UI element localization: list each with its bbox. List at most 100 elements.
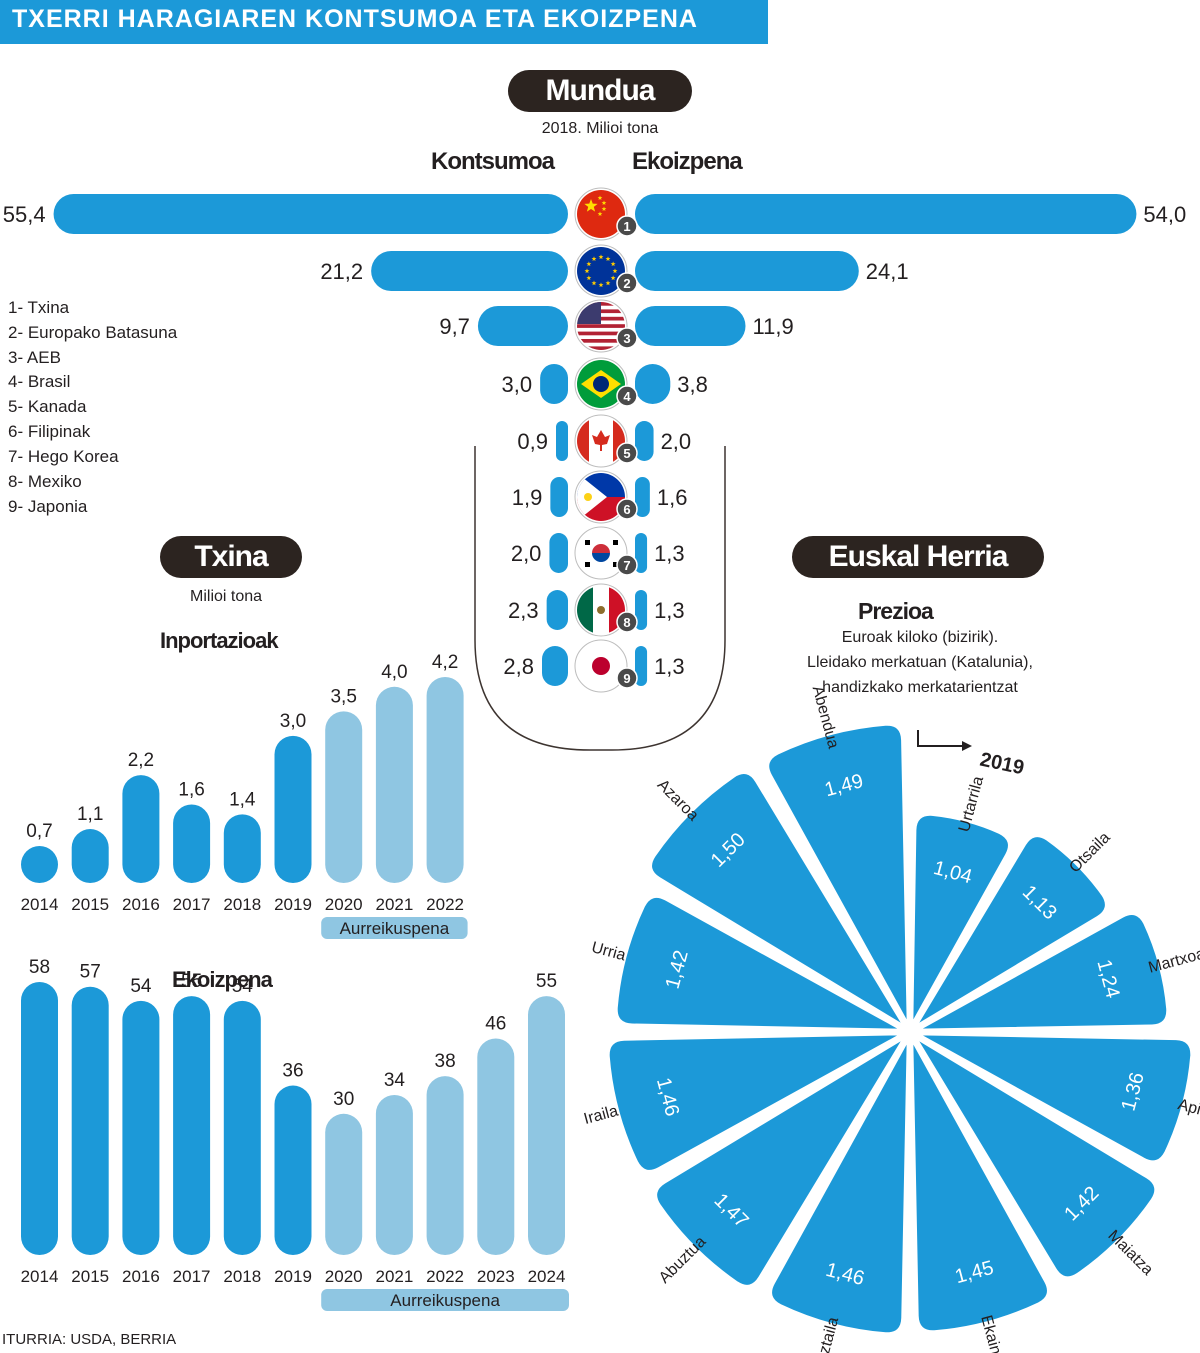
- consumption-value-label: 0,9: [517, 429, 548, 454]
- flag-star: [584, 268, 590, 274]
- month-label: Maiatza: [1104, 1227, 1156, 1279]
- production-bar: [122, 1000, 160, 1255]
- month-label: Urria: [590, 939, 628, 964]
- consumption-bar: [546, 590, 568, 630]
- legend-item: 5- Kanada: [8, 397, 87, 416]
- price-wedge: [608, 1033, 902, 1172]
- eu-flag-icon: 2: [574, 244, 638, 298]
- usa-flag-icon: 3: [574, 299, 638, 353]
- flag-star: [598, 282, 604, 288]
- production-label: Ekoizpena: [632, 148, 743, 175]
- flag-star: [591, 280, 597, 286]
- production-year-label: 2024: [528, 1267, 566, 1286]
- imports-value-label: 2,2: [128, 750, 154, 771]
- production-value-label: 55: [181, 971, 202, 992]
- imports-year-label: 2018: [223, 895, 261, 914]
- rank-number: 8: [623, 615, 630, 630]
- price-wedge: [916, 835, 1107, 1026]
- consumption-value-label: 2,8: [503, 654, 534, 679]
- month-label: Apirila: [1176, 1096, 1200, 1124]
- imports-value-label: 3,5: [330, 686, 356, 707]
- month-label: Azaroa: [654, 776, 702, 824]
- production-bar: [274, 1085, 312, 1255]
- consumption-value-label: 3,0: [502, 372, 533, 397]
- imports-year-label: 2022: [426, 895, 464, 914]
- consumption-bar: [53, 194, 569, 234]
- imports-bar: [21, 846, 58, 883]
- rank-badge: [616, 442, 638, 464]
- production-bar: [635, 364, 671, 404]
- imports-bar: [173, 804, 211, 883]
- imports-forecast-label: Aurreikuspena: [340, 919, 450, 938]
- rank-badge: [616, 611, 638, 633]
- production-value-label: 54: [232, 976, 254, 997]
- production-value-label: 11,9: [753, 314, 794, 339]
- philippines-flag-icon: 6: [574, 470, 638, 524]
- flag-trigram: [585, 540, 590, 545]
- price-wedge: [616, 896, 902, 1031]
- flag-star: [610, 275, 616, 281]
- production-bar: [375, 1094, 413, 1255]
- rank-badge: [616, 215, 638, 237]
- consumption-bar: [556, 421, 568, 461]
- production-year-label: 2015: [71, 1267, 109, 1286]
- imports-year-label: 2019: [274, 895, 312, 914]
- price-wedge: [911, 1040, 1049, 1332]
- imports-year-label: 2016: [122, 895, 160, 914]
- imports-bar: [426, 677, 464, 883]
- year-label: 2019: [978, 749, 1026, 780]
- production-value-label: 36: [282, 1061, 303, 1082]
- consumption-bar: [549, 533, 568, 573]
- legend-item: 8- Mexiko: [8, 472, 82, 491]
- flag-star: [601, 206, 607, 212]
- flag-field: [577, 247, 625, 295]
- consumption-value-label: 2,0: [511, 541, 542, 566]
- production-bar: [635, 646, 648, 686]
- rank-number: 5: [623, 446, 630, 461]
- production-title: Ekoizpena: [172, 967, 273, 992]
- mundua-heading: Mundua: [508, 70, 692, 112]
- production-year-label: 2014: [21, 1267, 59, 1286]
- price-center-dot: [902, 1024, 918, 1040]
- production-bar: [635, 533, 648, 573]
- txina-heading: Txina: [160, 536, 302, 578]
- consumption-bar: [540, 364, 568, 404]
- imports-year-label: 2015: [71, 895, 109, 914]
- south-korea-flag-icon: 7: [574, 526, 638, 580]
- consumption-value-label: 2,3: [508, 598, 539, 623]
- legend-item: 9- Japonia: [8, 497, 88, 516]
- production-bar: [528, 996, 565, 1255]
- production-bar: [173, 996, 211, 1255]
- production-bar: [325, 1113, 363, 1255]
- imports-bar: [274, 735, 312, 883]
- legend-item: 2- Europako Batasuna: [8, 323, 178, 342]
- rank-number: 9: [623, 671, 630, 686]
- legend-item: 6- Filipinak: [8, 422, 91, 441]
- rank-number: 6: [623, 502, 630, 517]
- production-value-label: 1,6: [657, 485, 688, 510]
- flag-maple-leaf: [592, 430, 610, 451]
- legend-item: 3- AEB: [8, 348, 61, 367]
- consumption-label: Kontsumoa: [431, 148, 555, 175]
- imports-value-label: 3,0: [280, 711, 306, 732]
- flag-star: [584, 199, 598, 212]
- production-value-label: 58: [29, 957, 50, 978]
- flag-stripe: [577, 331, 625, 336]
- production-forecast-label: Aurreikuspena: [390, 1291, 500, 1310]
- production-value-label: 55: [536, 971, 557, 992]
- production-value-label: 54,0: [1143, 202, 1186, 227]
- euskal-herria-heading: Euskal Herria: [792, 536, 1044, 578]
- flag-trigram: [585, 562, 590, 567]
- rank-number: 2: [623, 276, 630, 291]
- flag-sun: [584, 493, 592, 501]
- production-year-label: 2020: [325, 1267, 363, 1286]
- flag-body: [577, 302, 625, 350]
- production-bar: [223, 1000, 261, 1255]
- start-arrowhead: [962, 741, 972, 751]
- rank-badge: [616, 667, 638, 689]
- flag-stripe: [577, 339, 625, 343]
- imports-bar: [122, 775, 160, 883]
- month-label: Iraila: [582, 1103, 620, 1128]
- imports-title: Inportazioak: [160, 628, 279, 653]
- imports-year-label: 2017: [173, 895, 211, 914]
